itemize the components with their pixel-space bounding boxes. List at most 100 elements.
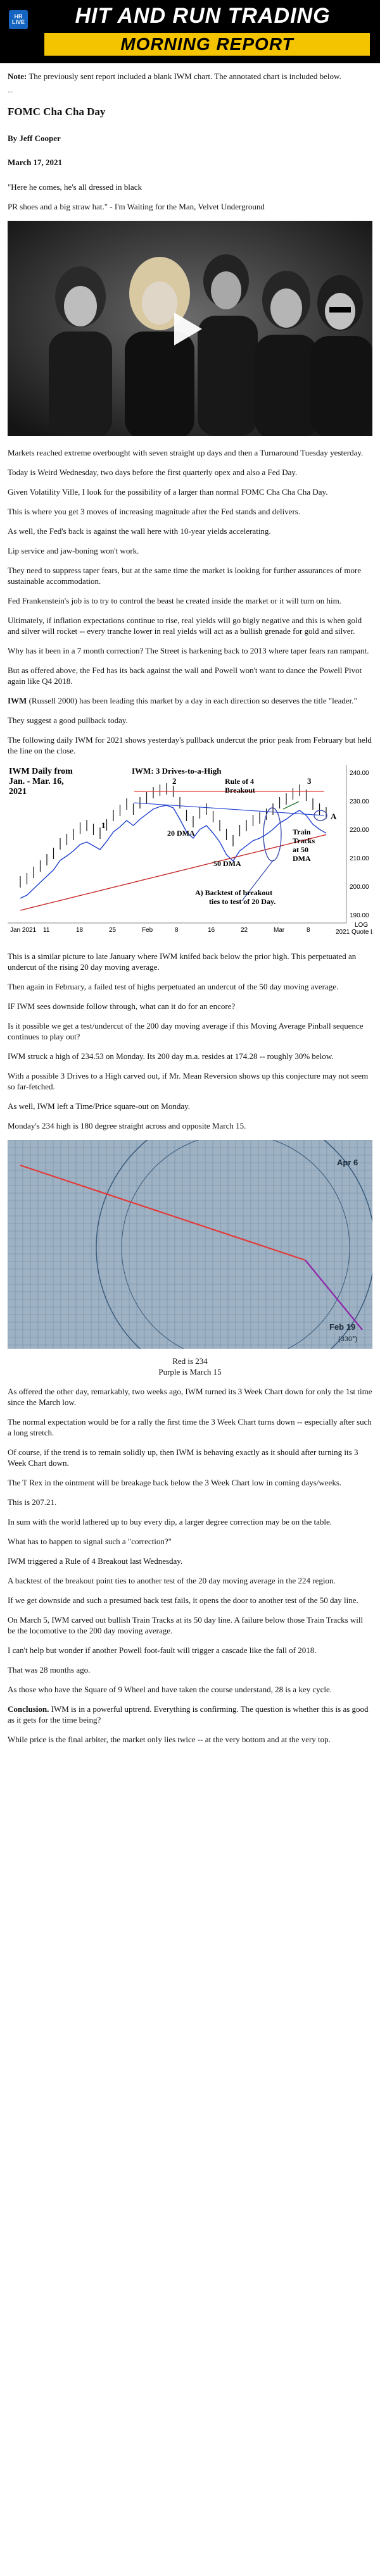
logo-icon: HR LIVE — [9, 10, 28, 29]
article-paragraph: They need to suppress taper fears, but a… — [8, 566, 362, 586]
wheel-label-degrees: (330°) — [338, 1335, 357, 1343]
article-paragraph: As well, the Fed's back is against the w… — [8, 526, 271, 536]
newsletter-title: HIT AND RUN TRADING — [75, 4, 331, 28]
chart-credit: 2021 Quote LLC — [336, 929, 372, 936]
x-tick-label: Jan 2021 — [10, 927, 37, 934]
article-paragraph: Monday's 234 high is 180 degree straight… — [8, 1121, 246, 1130]
article-paragraph: What has to happen to signal such a "cor… — [8, 1537, 172, 1546]
train-tracks-label-1: Train — [293, 827, 311, 836]
quote-line-2: PR shoes and a big straw hat." - I'm Wai… — [8, 202, 265, 211]
drive-2-label: 2 — [172, 776, 177, 786]
quote-line-1: "Here he comes, he's all dressed in blac… — [8, 182, 142, 192]
band-photo — [8, 221, 372, 436]
article-body: Note: The previously sent report include… — [0, 71, 380, 1745]
dma20-line — [20, 805, 327, 899]
article-paragraph: This is where you get 3 moves of increas… — [8, 507, 301, 516]
y-tick-label: 190.00 — [350, 912, 369, 919]
purple-march15-line — [305, 1260, 363, 1330]
chart-headline: IWM: 3 Drives-to-a-High — [132, 766, 222, 776]
x-tick-label: 16 — [208, 927, 215, 934]
conclusion-text: IWM is in a powerful uptrend. Everything… — [8, 1704, 369, 1725]
play-icon[interactable] — [174, 313, 202, 345]
y-tick-label: 220.00 — [350, 827, 369, 834]
chart-axes: 240.00 230.00 220.00 210.00 200.00 190.00 Jan … — [8, 765, 369, 934]
article-paragraph: Fed Frankenstein's job is to try to cont… — [8, 596, 341, 605]
article-paragraph: Markets reached extreme overbought with … — [8, 448, 364, 457]
article-paragraph: They suggest a good pullback today. — [8, 715, 128, 725]
paragraph-group-d: As offered the other day, remarkably, tw… — [8, 1386, 372, 1695]
video-thumbnail[interactable] — [8, 221, 372, 436]
backtest-label-1: A) Backtest of breakout — [195, 888, 272, 897]
x-tick-label: 8 — [307, 927, 310, 934]
wheel-caption: Red is 234 Purple is March 15 — [8, 1356, 372, 1377]
article-paragraph: With a possible 3 Drives to a High carve… — [8, 1071, 369, 1091]
article-paragraph: The following daily IWM for 2021 shows y… — [8, 735, 372, 755]
conclusion-paragraph: Conclusion. IWM is in a powerful uptrend… — [8, 1704, 372, 1725]
wheel-grid — [7, 1139, 373, 1349]
article-paragraph: As well, IWM left a Time/Price square-ou… — [8, 1101, 190, 1111]
article-paragraph: Of course, if the trend is to remain sol… — [8, 1447, 358, 1468]
note-label: Note: — [8, 71, 27, 81]
x-tick-label: 8 — [175, 927, 179, 934]
article-paragraph: This is a similar picture to late Januar… — [8, 951, 357, 972]
article-paragraph: On March 5, IWM carved out bullish Train… — [8, 1615, 364, 1635]
dma50-line — [20, 834, 327, 911]
article-paragraph: IWM struck a high of 234.53 on Monday. I… — [8, 1051, 334, 1061]
iwm-text: (Russell 2000) has been leading this mar… — [27, 696, 357, 705]
paragraph-group-a: Markets reached extreme overbought with … — [8, 447, 372, 686]
logo-text-top: HR — [14, 13, 23, 20]
breakout-trendline-lower — [134, 802, 325, 816]
article-paragraph: Then again in February, a failed test of… — [8, 982, 339, 991]
article-paragraph: Why has it been in a 7 month correction?… — [8, 646, 369, 655]
rule-of-4-arrow — [282, 801, 300, 810]
train-tracks-arrow — [241, 859, 274, 901]
point-a-circle — [314, 810, 327, 821]
x-tick-label: Feb — [142, 927, 153, 934]
drive-3-label: 3 — [307, 776, 312, 786]
square-of-9-wheel: Apr 6 Feb 19 (330°) — [7, 1108, 376, 1387]
article-paragraph: Is it possible we get a test/undercut of… — [8, 1021, 364, 1041]
article-paragraph: This is 207.21. — [8, 1497, 57, 1507]
newsletter-subtitle: MORNING REPORT — [44, 33, 370, 56]
backtest-label-2: ties to test of 20 Day. — [209, 897, 276, 906]
paragraph-group-c: This is a similar picture to late Januar… — [8, 951, 372, 1131]
rule-of-4-label-2: Breakout — [225, 786, 255, 795]
note-text: The previously sent report included a bl… — [27, 71, 341, 81]
x-tick-label: Mar — [274, 927, 285, 934]
article-paragraph: In sum with the world lathered up to buy… — [8, 1517, 332, 1526]
trimmed-content-toggle[interactable]: ... — [8, 87, 13, 94]
article-paragraph: Today is Weird Wednesday, two days befor… — [8, 468, 298, 477]
article-date: March 17, 2021 — [8, 158, 63, 167]
note-paragraph: Note: The previously sent report include… — [8, 71, 372, 82]
article-paragraph: But as offered above, the Fed has its ba… — [8, 666, 362, 686]
x-tick-label: 11 — [43, 927, 50, 934]
wheel-label-apr: Apr 6 — [337, 1158, 358, 1167]
train-tracks-label-3: at 50 — [293, 845, 308, 854]
x-tick-label: 22 — [241, 927, 248, 934]
article-paragraph: As those who have the Square of 9 Wheel … — [8, 1685, 332, 1694]
y-tick-label: 210.00 — [350, 855, 369, 862]
x-tick-label: 25 — [109, 927, 117, 934]
article-paragraph: Ultimately, if inflation expectations co… — [8, 616, 362, 636]
article-paragraph: The normal expectation would be for a ra… — [8, 1417, 372, 1437]
paragraph-group-b: They suggest a good pullback today. The f… — [8, 715, 372, 756]
y-tick-label: 230.00 — [350, 798, 369, 805]
iwm-label: IWM — [8, 696, 27, 705]
article-paragraph: Given Volatility Ville, I look for the p… — [8, 487, 328, 497]
caption-red: Red is 234 — [172, 1356, 208, 1366]
caption-purple: Purple is March 15 — [158, 1367, 222, 1377]
conclusion-label: Conclusion. — [8, 1704, 49, 1714]
y-tick-label: 200.00 — [350, 884, 369, 891]
chart-title-line-2: Jan. - Mar. 16, — [9, 777, 64, 786]
article-paragraph: The T Rex in the ointment will be breaka… — [8, 1478, 342, 1487]
article-paragraph: A backtest of the breakout point ties to… — [8, 1576, 336, 1585]
article-byline: By Jeff Cooper — [8, 133, 61, 143]
article-title: FOMC Cha Cha Day — [8, 106, 106, 118]
iwm-paragraph: IWM (Russell 2000) has been leading this… — [8, 695, 372, 706]
article-paragraph: IF IWM sees downside follow through, wha… — [8, 1001, 236, 1011]
chart-title-line-1: IWM Daily from — [9, 767, 73, 776]
article-paragraph: As offered the other day, remarkably, tw… — [8, 1387, 372, 1407]
article-paragraph: If we get downside and such a presumed b… — [8, 1595, 358, 1605]
header-banner: HR LIVE HIT AND RUN TRADING MORNING REPO… — [0, 0, 380, 63]
wheel-label-feb: Feb 19 — [329, 1322, 355, 1332]
